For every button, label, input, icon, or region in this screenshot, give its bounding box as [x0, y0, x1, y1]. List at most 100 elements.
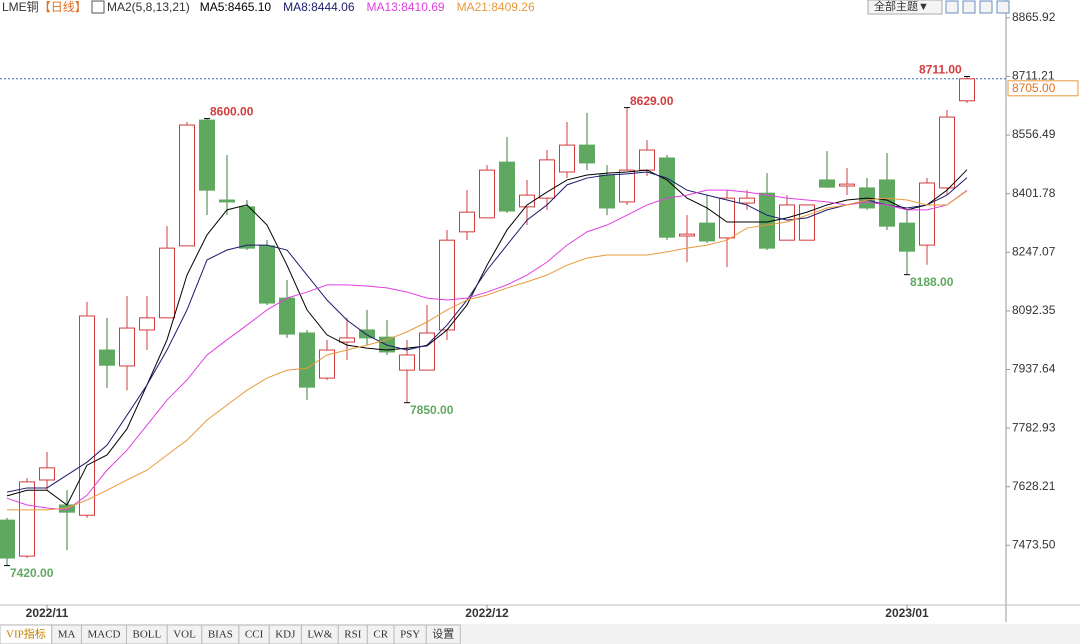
y-tick-label: 7937.64 — [1012, 362, 1056, 376]
candle-body — [479, 169, 495, 219]
candle-body — [299, 332, 315, 388]
candle-body — [219, 199, 235, 203]
candle — [39, 451, 55, 491]
candle-body — [0, 519, 15, 559]
candle-body — [459, 211, 475, 233]
candle-body — [179, 124, 195, 247]
y-tick-label: 8247.07 — [1012, 244, 1056, 258]
annotation: 7420.00 — [10, 566, 54, 580]
tool-icon[interactable] — [962, 0, 976, 14]
candle — [939, 109, 955, 196]
candle — [0, 517, 15, 566]
candle-body — [719, 197, 735, 239]
y-tick-label: 8711.21 — [1012, 69, 1055, 83]
candle-body — [439, 239, 455, 331]
tab[interactable]: CCI — [238, 624, 270, 644]
candle — [239, 200, 255, 251]
tab[interactable]: MACD — [80, 624, 127, 644]
candle — [519, 179, 535, 226]
candle — [959, 76, 975, 104]
theme-button[interactable]: 全部主题▼ — [867, 0, 943, 15]
candle-body — [39, 467, 55, 481]
candle-body — [959, 78, 975, 102]
candle — [919, 178, 935, 265]
tab[interactable]: RSI — [337, 624, 368, 644]
candle-body — [419, 332, 435, 371]
tab-label: CCI — [245, 629, 264, 641]
annotation: 8600.00 — [210, 105, 254, 119]
legend-entry: MA5:8465.10 — [200, 0, 272, 14]
tab[interactable]: PSY — [393, 624, 427, 644]
tool-icon[interactable] — [979, 0, 993, 14]
candle-body — [699, 222, 715, 242]
last-price-label: 8705.00 — [1012, 81, 1056, 95]
tab[interactable]: BIAS — [201, 624, 240, 644]
y-tick-label: 8865.92 — [1012, 10, 1056, 24]
candle — [539, 150, 555, 210]
candle-body — [119, 327, 135, 367]
candle-body — [839, 183, 855, 187]
candle — [139, 295, 155, 351]
tab-box — [425, 624, 461, 644]
candle-body — [259, 245, 275, 304]
candle-body — [599, 174, 615, 209]
tab-label: VIP指标 — [6, 627, 46, 641]
ma-line — [7, 190, 968, 511]
tab[interactable]: KDJ — [268, 624, 302, 644]
candle-body — [359, 329, 375, 339]
candle-body — [639, 149, 655, 171]
y-tick-label: 7628.21 — [1012, 479, 1056, 493]
y-tick-label: 8092.35 — [1012, 303, 1056, 317]
tab[interactable]: VOL — [166, 624, 203, 644]
candle — [899, 209, 915, 275]
candle-body — [519, 194, 535, 208]
candle-body — [899, 222, 915, 252]
tab[interactable]: 设置 — [425, 624, 461, 644]
candle-body — [939, 116, 955, 189]
tab[interactable]: LW& — [300, 624, 339, 644]
candle-body — [199, 119, 215, 191]
tab[interactable]: CR — [366, 624, 395, 644]
candle-body — [559, 144, 575, 173]
tab-label: PSY — [400, 629, 420, 641]
tab[interactable]: BOLL — [125, 624, 168, 644]
x-tick-label: 2023/01 — [885, 606, 929, 620]
x-tick-label: 2022/12 — [465, 606, 509, 620]
ma-line — [6, 171, 968, 493]
candle — [739, 190, 755, 210]
candle-body — [159, 247, 175, 319]
tab-label: MACD — [87, 629, 120, 641]
candle-body — [539, 159, 555, 199]
candle — [819, 151, 835, 188]
tool-icon[interactable] — [945, 0, 959, 14]
candle — [579, 112, 595, 171]
period: 【日线】 — [39, 0, 87, 14]
candle — [79, 301, 95, 518]
candle-body — [499, 161, 515, 212]
candle — [699, 195, 715, 243]
x-tick-label: 2022/11 — [26, 606, 69, 620]
candle — [99, 317, 115, 388]
tab[interactable]: VIP指标 — [0, 624, 53, 644]
tab-label: RSI — [344, 629, 361, 641]
candle — [259, 240, 275, 305]
candle — [199, 118, 215, 216]
legend-entry: MA8:8444.06 — [283, 0, 355, 14]
tool-icon[interactable] — [996, 0, 1010, 14]
theme-box — [867, 0, 943, 15]
tab[interactable]: MA — [51, 624, 82, 644]
candle — [619, 107, 635, 205]
annotation: 8188.00 — [910, 275, 954, 289]
indicator-icon[interactable] — [91, 0, 105, 14]
candle — [559, 121, 575, 179]
candle-body — [239, 206, 255, 249]
candle-body — [279, 297, 295, 335]
y-tick-label: 8401.78 — [1012, 186, 1056, 200]
y-tick-label: 7782.93 — [1012, 420, 1056, 434]
candle — [879, 153, 895, 230]
candle-body — [99, 349, 115, 366]
candle-body — [919, 182, 935, 246]
candle — [179, 121, 195, 247]
